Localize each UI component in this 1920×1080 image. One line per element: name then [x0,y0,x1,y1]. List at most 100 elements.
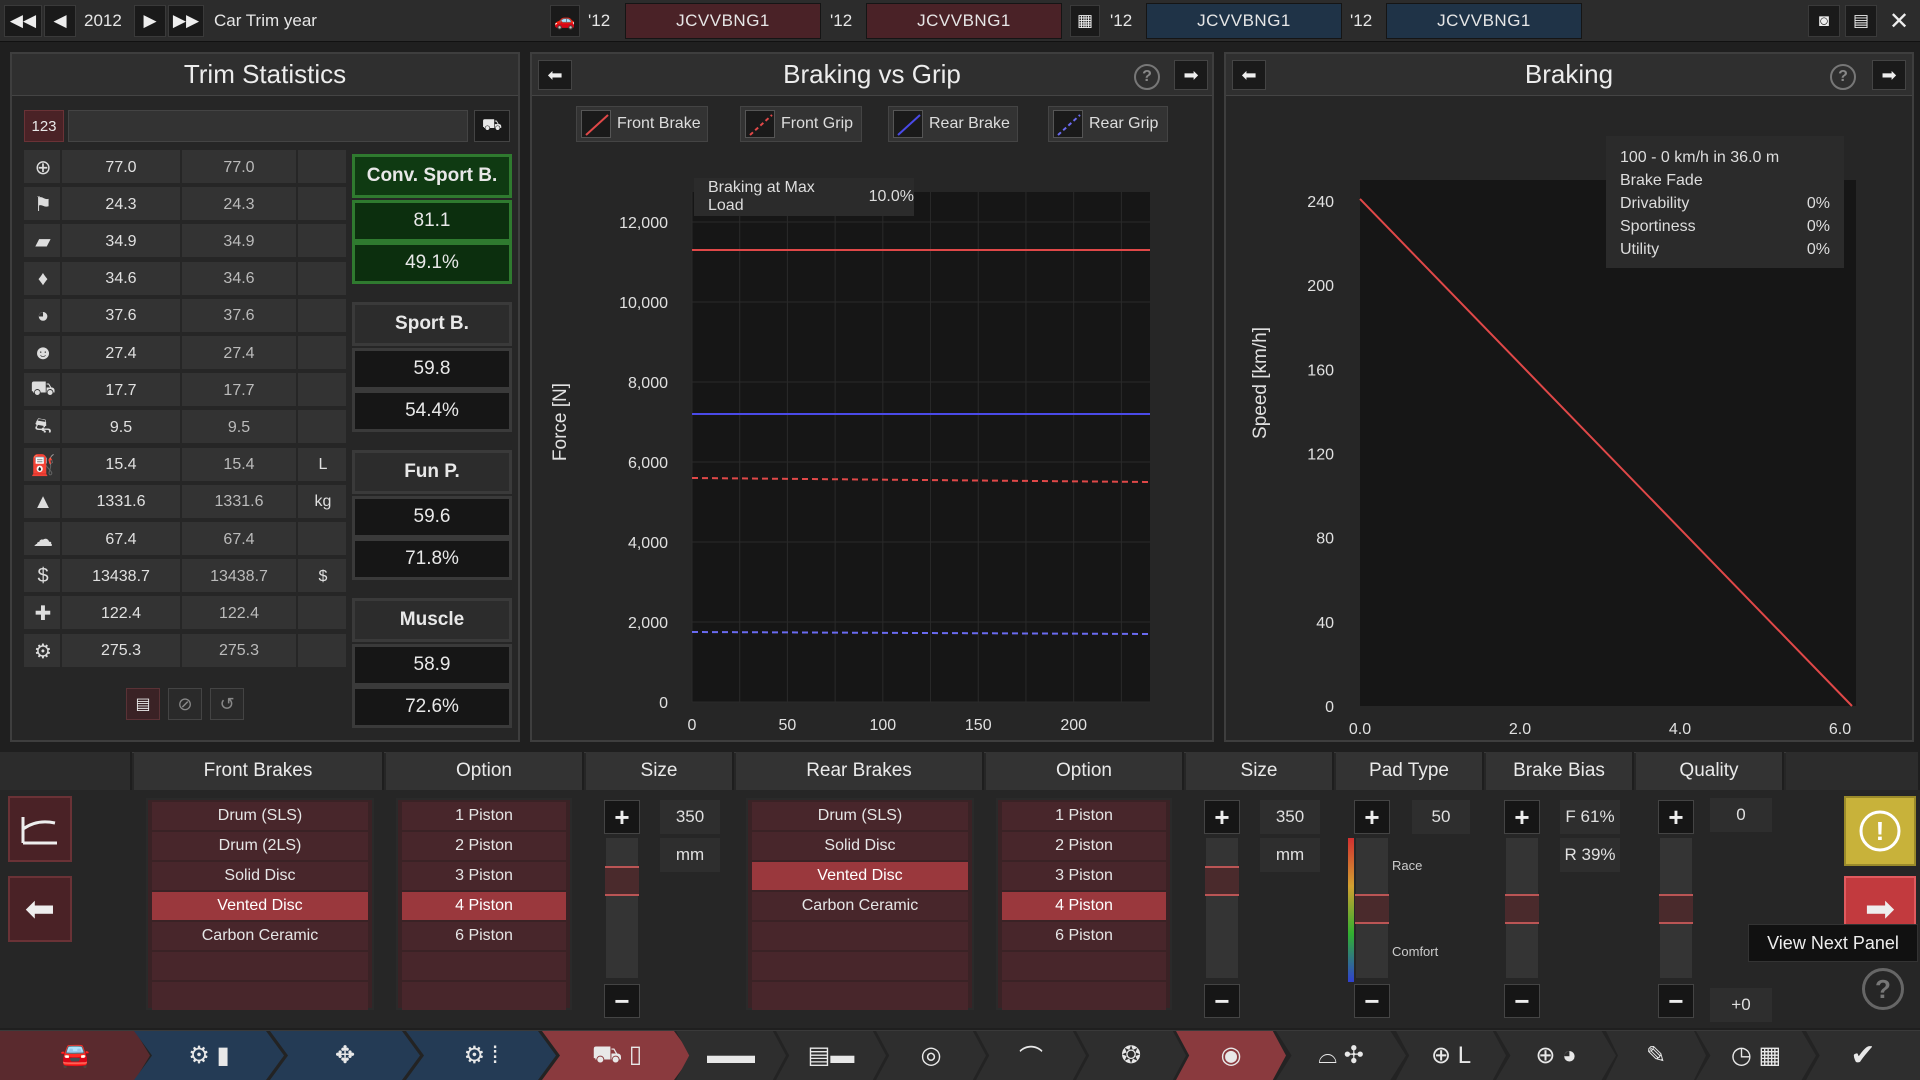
wheels-icon[interactable]: ❂ [1076,1031,1186,1080]
legend-rear-brake[interactable]: Rear Brake [888,106,1018,142]
pad-type-minus-button[interactable]: − [1354,984,1390,1018]
disable-icon[interactable]: ⊘ [168,688,202,720]
stat-divider [296,336,298,371]
legend-rear-grip[interactable]: Rear Grip [1048,106,1168,142]
list-item[interactable]: 1 Piston [1002,802,1166,830]
prev-year-button[interactable]: ◀ [44,5,76,37]
list-item[interactable]: 4 Piston [1002,892,1166,920]
variant-tab-engine-variant[interactable]: JCVVBNG1 [1386,3,1582,39]
engine-icon[interactable]: ▦ [1070,5,1100,37]
list-item[interactable]: Solid Disc [752,832,968,860]
warning-icon[interactable]: ! [1844,796,1916,866]
svg-text:!: ! [1876,816,1885,846]
car-filter-icon[interactable]: ⛟ [474,110,510,142]
help-icon[interactable]: ? [1862,968,1904,1010]
info-label: Sportiness [1620,218,1696,235]
prev-panel-arrow-icon[interactable]: ⬅ [538,60,572,90]
aero-icon[interactable]: ⌓ ✣ [1276,1031,1406,1080]
brake-bias-plus-button[interactable]: + [1504,800,1540,834]
list-item[interactable]: Drum (2LS) [152,832,368,860]
suspension-icon[interactable]: ⌒ [976,1031,1086,1080]
variant-tab-engine[interactable]: JCVVBNG1 [1146,3,1342,39]
next-panel-arrow-icon[interactable]: ➡ [1872,60,1906,90]
chassis-stage-icon[interactable]: ⚙ ▮ [134,1031,284,1080]
prev-panel-arrow-icon[interactable]: ⬅ [1232,60,1266,90]
next-year-button[interactable]: ▶ [134,5,166,37]
rear-size-slider[interactable] [1206,838,1238,978]
list-item[interactable]: 4 Piston [402,892,566,920]
market-block[interactable]: Conv. Sport B. 81.1 49.1% [352,154,512,294]
car-model-stage-icon[interactable]: ⛟ ▯ [542,1031,692,1080]
rear-size-value[interactable]: 350 [1260,800,1320,834]
front-size-minus-button[interactable]: − [604,984,640,1018]
list-item[interactable]: 6 Piston [1002,922,1166,950]
seat-icon: ▰ [35,231,51,254]
testing-icon[interactable]: ◷ ▦ [1696,1031,1816,1080]
variant-tab-model[interactable]: JCVVBNG1 [625,3,821,39]
list-item[interactable]: Vented Disc [152,892,368,920]
list-item[interactable]: Solid Disc [152,862,368,890]
plot-area [692,192,1150,702]
help-icon[interactable]: ? [1830,64,1856,90]
fuel-tuning-icon[interactable]: ✎ [1606,1031,1706,1080]
quality-slider-handle[interactable] [1659,894,1693,924]
variant-tab-trim[interactable]: JCVVBNG1 [866,3,1062,39]
front-size-plus-button[interactable]: + [604,800,640,834]
lights-icon[interactable]: ◎ [876,1031,986,1080]
market-block[interactable]: Muscle 58.9 72.6% [352,598,512,738]
seats-icon[interactable]: ▬▬ [676,1031,786,1080]
list-item[interactable]: 3 Piston [402,862,566,890]
rear-size-minus-button[interactable]: − [1204,984,1240,1018]
list-item[interactable]: 6 Piston [402,922,566,950]
rear-size-slider-handle[interactable] [1205,866,1239,896]
market-block[interactable]: Fun P. 59.6 71.8% [352,450,512,590]
reset-icon[interactable]: ↺ [210,688,244,720]
list-item[interactable]: 2 Piston [1002,832,1166,860]
pad-type-plus-button[interactable]: + [1354,800,1390,834]
pad-type-slider-handle[interactable] [1355,894,1389,924]
safety-icon[interactable]: ⊕ ◕ [1496,1031,1616,1080]
close-icon[interactable]: ✕ [1882,5,1916,37]
list-item[interactable]: Drum (SLS) [752,802,968,830]
body-stage-icon[interactable]: 🚘 [0,1031,150,1080]
offroad-icon: ⛐ [34,415,52,438]
rear-size-plus-button[interactable]: + [1204,800,1240,834]
front-size-slider-handle[interactable] [605,866,639,896]
suspension-stage-icon[interactable]: ✥ [270,1031,420,1080]
drivetrain-stage-icon[interactable]: ⚙ ⁞ [406,1031,556,1080]
front-size-slider[interactable] [606,838,638,978]
quality-plus-button[interactable]: + [1658,800,1694,834]
help-icon[interactable]: ? [1134,64,1160,90]
search-input[interactable] [68,110,468,142]
car-icon[interactable]: 🚗 [550,5,580,37]
brake-bias-minus-button[interactable]: − [1504,984,1540,1018]
confirm-check-icon[interactable]: ✔ [1806,1031,1920,1080]
brakes-icon[interactable]: ◉ [1176,1031,1286,1080]
interior-icon[interactable]: ▤▬ [776,1031,886,1080]
camera-icon[interactable]: ◙ [1808,5,1840,37]
assists-icon[interactable]: ⊕ L [1396,1031,1506,1080]
suspension-geometry-icon[interactable] [8,796,72,862]
id-badge[interactable]: 123 [24,110,64,142]
list-item[interactable]: Vented Disc [752,862,968,890]
market-block[interactable]: Sport B. 59.8 54.4% [352,302,512,442]
back-arrow-icon[interactable]: ⬅ [8,876,72,942]
list-item[interactable]: Carbon Ceramic [752,892,968,920]
last-year-button[interactable]: ▶▶ [168,5,204,37]
first-year-button[interactable]: ◀◀ [4,5,42,37]
stat-divider [180,559,182,595]
legend-front-grip[interactable]: Front Grip [740,106,862,142]
quality-minus-button[interactable]: − [1658,984,1694,1018]
legend-front-brake[interactable]: Front Brake [576,106,708,142]
next-panel-arrow-icon[interactable]: ➡ [1174,60,1208,90]
clipboard-icon[interactable]: ▤ [126,688,160,720]
list-item[interactable]: 2 Piston [402,832,566,860]
list-item[interactable]: 3 Piston [1002,862,1166,890]
list-item[interactable]: Carbon Ceramic [152,922,368,950]
pad-type-value[interactable]: 50 [1412,800,1470,834]
list-item[interactable]: Drum (SLS) [152,802,368,830]
list-item[interactable]: 1 Piston [402,802,566,830]
calculator-icon[interactable]: ▤ [1845,5,1877,37]
brake-bias-slider-handle[interactable] [1505,894,1539,924]
front-size-value[interactable]: 350 [660,800,720,834]
